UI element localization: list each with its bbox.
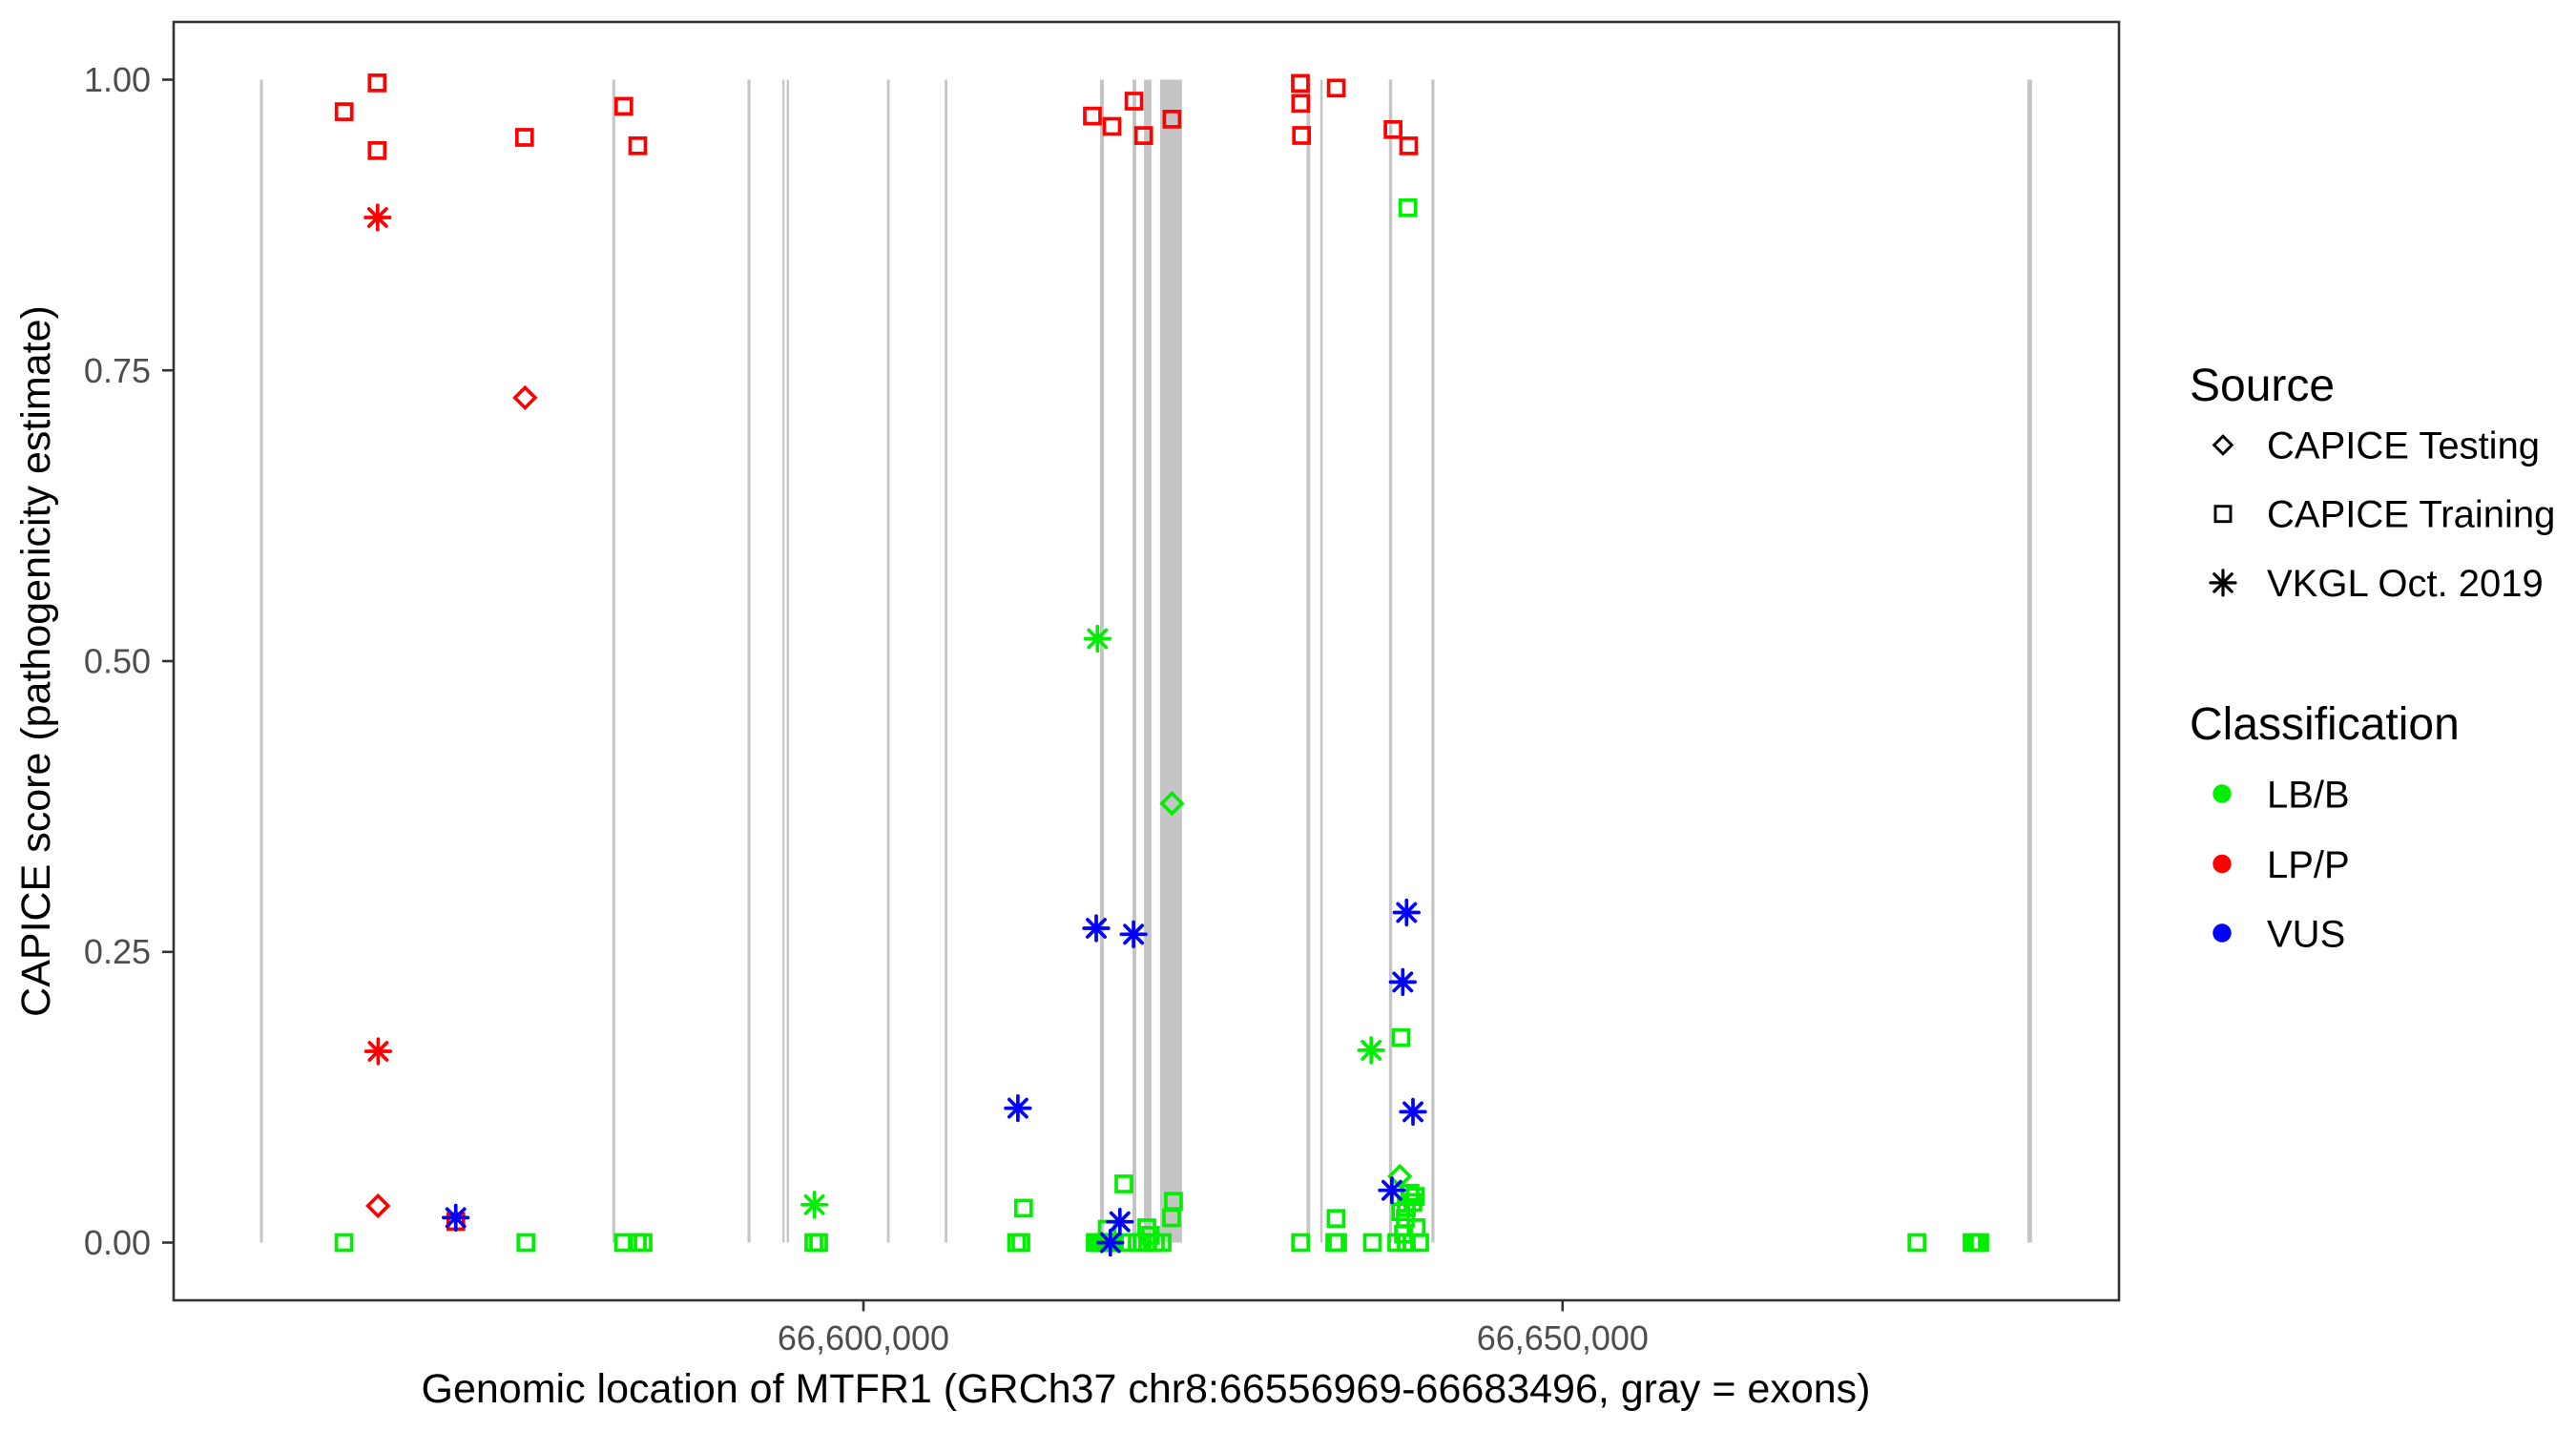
svg-text:66,600,000: 66,600,000 [778,1318,949,1358]
svg-text:Genomic location of MTFR1 (GRC: Genomic location of MTFR1 (GRCh37 chr8:6… [422,1366,1871,1412]
svg-text:CAPICE Testing: CAPICE Testing [2267,425,2540,467]
svg-text:0.75: 0.75 [84,351,151,390]
svg-text:VUS: VUS [2267,914,2345,956]
svg-text:66,650,000: 66,650,000 [1477,1318,1649,1358]
svg-text:LB/B: LB/B [2267,775,2350,817]
svg-text:Source: Source [2190,361,2335,411]
svg-text:1.00: 1.00 [84,60,151,99]
svg-text:Classification: Classification [2190,699,2460,750]
svg-text:VKGL Oct. 2019: VKGL Oct. 2019 [2267,563,2544,605]
svg-text:0.50: 0.50 [84,642,151,681]
svg-text:LP/P: LP/P [2267,844,2350,886]
svg-text:CAPICE Training: CAPICE Training [2267,494,2555,536]
svg-text:0.00: 0.00 [84,1223,151,1262]
svg-text:0.25: 0.25 [84,932,151,971]
svg-text:CAPICE score (pathogenicity es: CAPICE score (pathogenicity estimate) [13,305,59,1017]
